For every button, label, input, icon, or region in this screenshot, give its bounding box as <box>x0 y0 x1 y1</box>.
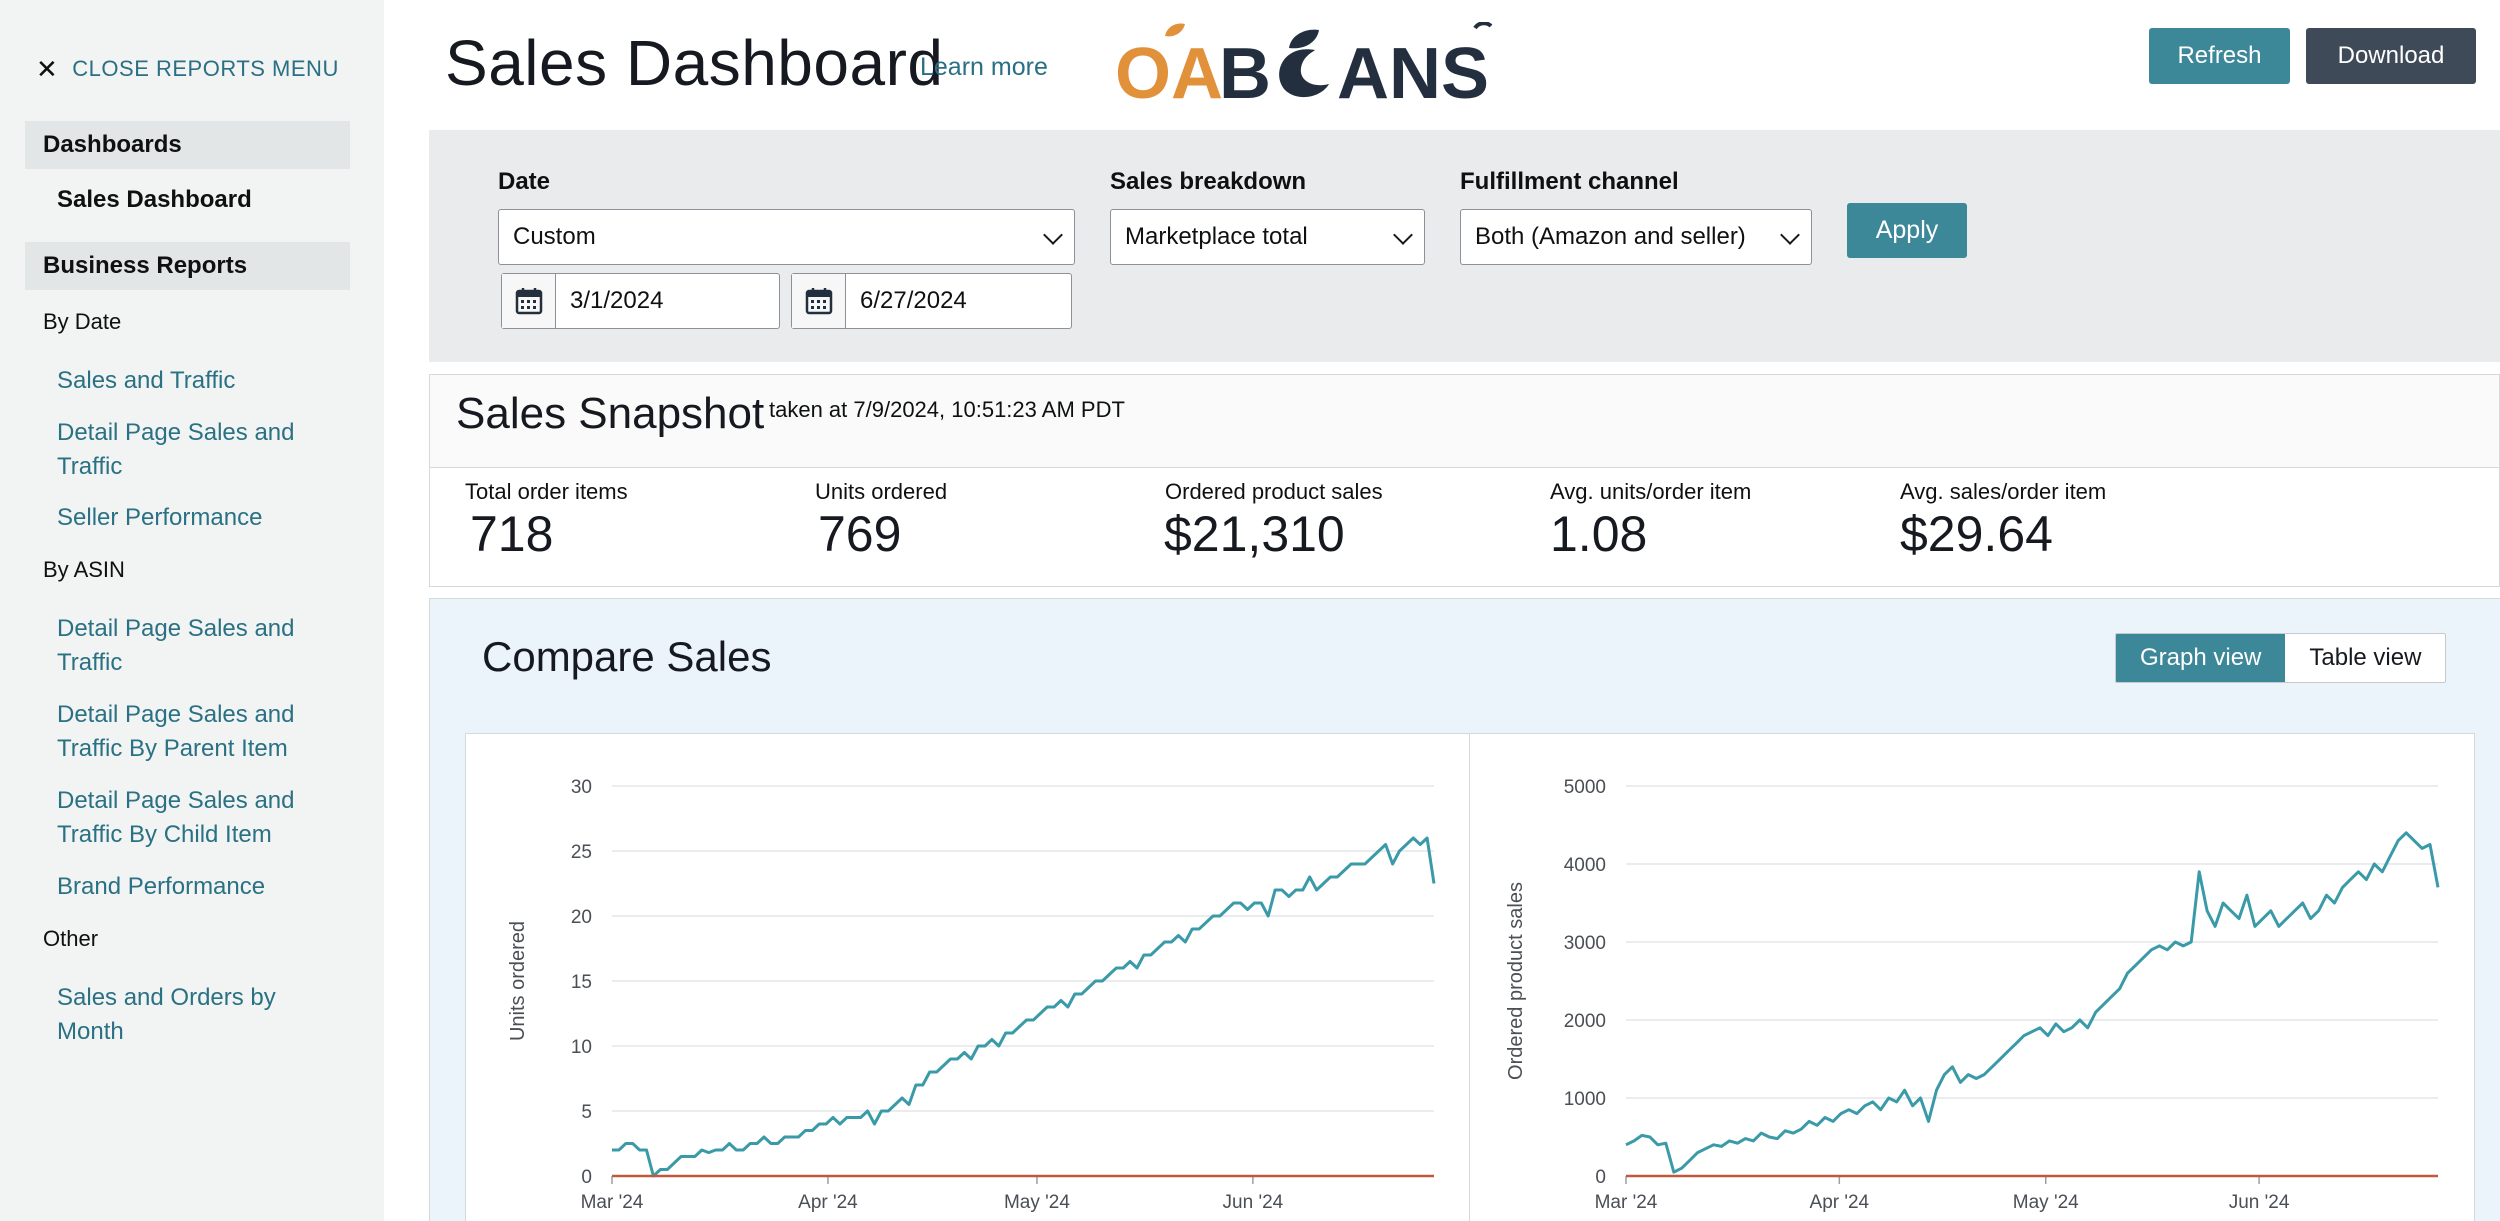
snapshot-title: Sales Snapshot <box>456 389 765 438</box>
filter-bar: Date Custom 3/1/2024 6/27/2024 Sales bre… <box>429 130 2500 362</box>
calendar-icon[interactable] <box>792 274 846 328</box>
sidebar-item-detail-page-sales-traffic-asin[interactable]: Detail Page Sales and Traffic <box>57 615 295 676</box>
page-title: Sales Dashboard <box>445 27 944 99</box>
sidebar-item-detail-page-parent[interactable]: Detail Page Sales and Traffic By Parent … <box>57 701 295 762</box>
units-x-tick-label: Jun '24 <box>1223 1192 1284 1213</box>
chevron-down-icon <box>1043 225 1063 245</box>
logo-text-oa: OA <box>1115 34 1223 108</box>
sidebar-item-detail-page-child[interactable]: Detail Page Sales and Traffic By Child I… <box>57 787 295 848</box>
units-y-tick-label: 15 <box>571 972 592 993</box>
metric-label-avg-units-order-item: Avg. units/order item <box>1550 479 1752 504</box>
units-y-tick-label: 0 <box>581 1167 592 1188</box>
date-range-value: Custom <box>513 223 596 250</box>
snapshot-timestamp: taken at 7/9/2024, 10:51:23 AM PDT <box>769 397 1125 422</box>
group-by-date: By Date <box>43 309 122 334</box>
section-dashboards: Dashboards <box>25 121 350 169</box>
sidebar-item-sales-and-traffic[interactable]: Sales and Traffic <box>57 367 236 394</box>
units-ordered-chart: 0 5 10 15 20 25 30 Units ordered Mar '24 Apr '24 M… <box>507 777 1436 1213</box>
close-icon: ✕ <box>36 54 59 84</box>
fulfillment-channel-label: Fulfillment channel <box>1460 168 1679 195</box>
sales-y-tick-label: 3000 <box>1564 933 1606 954</box>
brand-logo: OA B ANS <box>1115 21 1505 114</box>
snapshot-header: Sales Snapshot taken at 7/9/2024, 10:51:… <box>430 375 2499 468</box>
start-date-value: 3/1/2024 <box>570 287 664 314</box>
ordered-product-sales-chart: 0 1000 2000 3000 4000 5000 Ordered product sal… <box>1505 777 2440 1213</box>
metric-label-ordered-product-sales: Ordered product sales <box>1165 479 1383 504</box>
sidebar-item-seller-performance[interactable]: Seller Performance <box>57 504 263 531</box>
sales-breakdown-label: Sales breakdown <box>1110 168 1307 195</box>
metric-value-ordered-product-sales: $21,310 <box>1164 506 1345 562</box>
apply-button[interactable]: Apply <box>1847 203 1967 258</box>
sales-x-tick-label: Jun '24 <box>2229 1192 2290 1213</box>
chevron-down-icon <box>1780 225 1800 245</box>
units-y-tick-label: 20 <box>571 907 592 928</box>
metric-value-total-order-items: 718 <box>470 506 554 562</box>
metric-value-avg-sales-order-item: $29.64 <box>1900 506 2053 562</box>
start-date-field[interactable]: 3/1/2024 <box>501 273 780 329</box>
units-x-tick-label: Apr '24 <box>798 1192 858 1213</box>
sales-y-tick-label: 2000 <box>1564 1011 1606 1032</box>
end-date-field[interactable]: 6/27/2024 <box>791 273 1072 329</box>
date-range-select[interactable]: Custom <box>498 209 1075 265</box>
sidebar-item-sales-dashboard[interactable]: Sales Dashboard <box>57 186 252 213</box>
logo-text-ans: ANS <box>1337 34 1489 108</box>
units-y-tick-label: 10 <box>571 1037 592 1058</box>
metric-label-total-order-items: Total order items <box>465 479 628 504</box>
sales-breakdown-select[interactable]: Marketplace total <box>1110 209 1425 265</box>
units-y-tick-label: 5 <box>581 1102 592 1123</box>
units-y-axis-title: Units ordered <box>507 921 529 1041</box>
units-series-line-0 <box>612 836 1436 1178</box>
bean-leaf-icon <box>1165 23 1329 98</box>
ordered-product-sales-chart-panel: 0 1000 2000 3000 4000 5000 Ordered product sal… <box>1469 733 2475 1221</box>
sales-x-tick-label: May '24 <box>2013 1192 2079 1213</box>
sales-y-tick-label: 5000 <box>1564 777 1606 798</box>
calendar-icon[interactable] <box>502 274 556 328</box>
sales-y-tick-label: 1000 <box>1564 1089 1606 1110</box>
sales-y-tick-label: 0 <box>1595 1167 1606 1188</box>
sidebar-item-sales-orders-month[interactable]: Sales and Orders by Month <box>57 984 276 1045</box>
metric-label-units-ordered: Units ordered <box>815 479 948 504</box>
reports-sidebar: ✕ CLOSE REPORTS MENU Dashboards Sales Da… <box>0 0 384 1221</box>
sales-snapshot: Sales Snapshot taken at 7/9/2024, 10:51:… <box>429 374 2500 587</box>
sales-y-axis-title: Ordered product sales <box>1505 882 1527 1080</box>
sales-y-tick-label: 4000 <box>1564 855 1606 876</box>
sales-series-line-0 <box>1625 831 2440 1174</box>
units-x-tick-label: May '24 <box>1004 1192 1070 1213</box>
view-toggle: Graph view Table view <box>2115 633 2447 683</box>
sales-breakdown-value: Marketplace total <box>1125 223 1308 250</box>
metric-value-units-ordered: 769 <box>818 506 902 562</box>
sidebar-item-brand-performance[interactable]: Brand Performance <box>57 873 266 900</box>
group-other: Other <box>43 926 99 951</box>
sales-x-tick-label: Mar '24 <box>1595 1192 1658 1213</box>
metric-value-avg-units-order-item: 1.08 <box>1550 506 1648 562</box>
section-business-reports: Business Reports <box>25 242 350 290</box>
metric-label-avg-sales-order-item: Avg. sales/order item <box>1900 479 2107 504</box>
table-view-button[interactable]: Table view <box>2285 634 2446 682</box>
date-label: Date <box>498 168 551 195</box>
group-by-asin: By ASIN <box>43 557 125 582</box>
units-x-tick-label: Mar '24 <box>581 1192 644 1213</box>
fulfillment-channel-value: Both (Amazon and seller) <box>1475 223 1746 250</box>
compare-sales-title: Compare Sales <box>482 633 772 680</box>
download-button[interactable]: Download <box>2306 28 2476 84</box>
units-y-tick-label: 30 <box>571 777 592 798</box>
logo-text-b: B <box>1219 34 1271 108</box>
graph-view-button[interactable]: Graph view <box>2116 634 2286 682</box>
logo-dollar-stem <box>1473 21 1493 30</box>
sales-x-tick-label: Apr '24 <box>1810 1192 1870 1213</box>
units-ordered-chart-panel: 0 5 10 15 20 25 30 Units ordered Mar '24 Apr '24 M… <box>465 733 1470 1221</box>
sidebar-item-detail-page-sales-traffic[interactable]: Detail Page Sales and Traffic <box>57 419 295 480</box>
end-date-value: 6/27/2024 <box>860 287 967 314</box>
learn-more-link[interactable]: Learn more <box>920 53 1048 81</box>
brand-logo-graphic: OA B ANS <box>1115 21 1493 114</box>
units-y-tick-label: 25 <box>571 842 592 863</box>
chevron-down-icon <box>1393 225 1413 245</box>
fulfillment-channel-select[interactable]: Both (Amazon and seller) <box>1460 209 1812 265</box>
close-reports-menu-label: CLOSE REPORTS MENU <box>72 56 339 81</box>
refresh-button[interactable]: Refresh <box>2149 28 2290 84</box>
close-reports-menu-button[interactable]: ✕ CLOSE REPORTS MENU <box>36 56 339 82</box>
